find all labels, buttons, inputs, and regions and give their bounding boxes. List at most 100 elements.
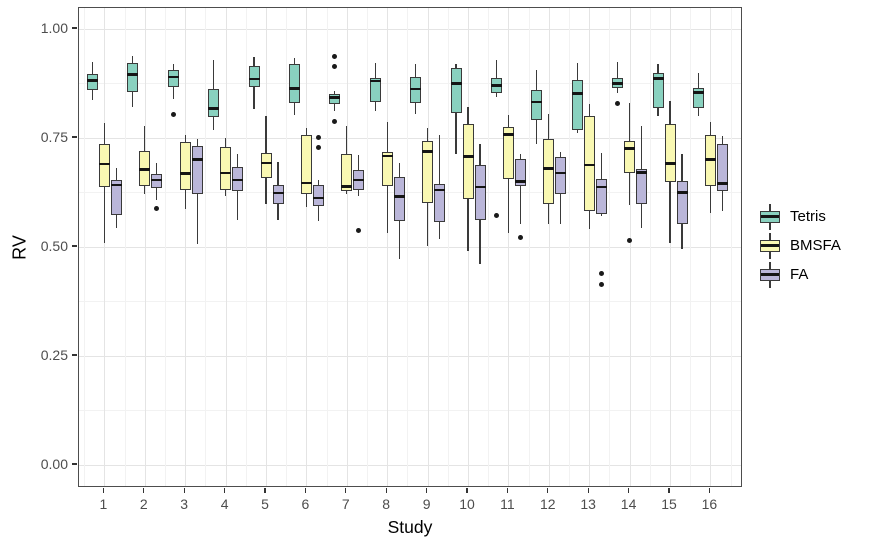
gridline-minor-v	[730, 8, 732, 486]
x-tick-label: 2	[139, 496, 148, 512]
x-tick-mark	[547, 488, 549, 493]
x-axis-title: Study	[387, 517, 433, 537]
whisker-lower-tetris-study-10	[455, 112, 457, 154]
x-tick-mark	[466, 488, 468, 493]
whisker-upper-fa-study-13	[600, 152, 602, 180]
outlier-fa-study-6	[315, 134, 321, 140]
x-tick-mark	[345, 488, 347, 493]
outlier-tetris-study-7	[332, 119, 338, 125]
whisker-lower-bmsfa-study-13	[588, 210, 590, 230]
box-fa-study-13	[595, 179, 607, 214]
box-fa-study-12	[555, 157, 567, 195]
gridline-minor-v	[447, 8, 449, 486]
legend-item-tetris: Tetris	[757, 202, 841, 231]
median-tetris-study-10	[450, 82, 462, 85]
box-fa-study-6	[312, 185, 324, 206]
box-bmsfa-study-4	[220, 147, 232, 191]
gridline-minor-v	[407, 8, 409, 486]
whisker-lower-bmsfa-study-9	[426, 202, 429, 247]
whisker-lower-tetris-study-9	[414, 102, 417, 114]
outlier-fa-study-2	[154, 206, 160, 212]
outlier-fa-study-7	[356, 227, 362, 233]
x-tick-label: 8	[382, 496, 391, 512]
median-bmsfa-study-15	[664, 162, 676, 166]
x-tick-label: 3	[180, 496, 189, 512]
whisker-lower-bmsfa-study-8	[386, 185, 388, 233]
whisker-upper-bmsfa-study-11	[507, 114, 510, 128]
median-fa-study-9	[434, 188, 446, 192]
x-tick-label: 15	[661, 496, 677, 512]
gridline-major-h	[79, 247, 741, 248]
box-fa-study-8	[393, 176, 405, 221]
whisker-lower-tetris-study-3	[172, 86, 174, 100]
whisker-lower-fa-study-15	[681, 224, 683, 250]
gridline-major-v	[306, 8, 308, 486]
whisker-upper-tetris-study-2	[132, 56, 134, 63]
box-bmsfa-study-15	[664, 124, 676, 183]
box-fa-study-10	[474, 165, 486, 221]
box-tetris-study-4	[208, 89, 220, 118]
gridline-minor-v	[205, 8, 207, 486]
box-bmsfa-study-8	[381, 151, 393, 186]
gridline-major-v	[225, 8, 227, 486]
whisker-upper-tetris-study-12	[536, 69, 538, 91]
box-bmsfa-study-5	[260, 152, 272, 178]
box-fa-study-3	[191, 145, 203, 194]
x-tick-mark	[304, 488, 306, 493]
gridline-minor-v	[84, 8, 86, 486]
median-fa-study-14	[636, 171, 648, 174]
box-bmsfa-study-3	[179, 142, 191, 191]
median-tetris-study-1	[86, 79, 98, 82]
gridline-major-v	[629, 8, 631, 486]
median-tetris-study-5	[248, 77, 260, 81]
gridline-minor-v	[488, 8, 490, 486]
x-tick-label: 9	[422, 496, 431, 512]
whisker-upper-bmsfa-study-6	[305, 127, 308, 135]
gridline-major-v	[508, 8, 510, 486]
whisker-upper-bmsfa-study-12	[548, 113, 550, 140]
outlier-fa-study-11	[517, 235, 523, 241]
outlier-bmsfa-study-14	[627, 237, 633, 243]
whisker-upper-bmsfa-study-16	[709, 121, 712, 135]
box-tetris-study-15	[652, 72, 664, 109]
gridline-minor-v	[528, 8, 530, 486]
median-fa-study-16	[716, 182, 728, 186]
gridline-major-v	[346, 8, 348, 486]
y-tick-mark	[72, 136, 77, 138]
whisker-lower-tetris-study-12	[536, 120, 538, 145]
x-tick-label: 10	[459, 496, 475, 512]
outlier-tetris-study-7	[332, 64, 338, 70]
box-tetris-study-3	[167, 70, 179, 87]
whisker-lower-tetris-study-16	[697, 108, 700, 117]
legend-item-bmsfa: BMSFA	[757, 231, 841, 260]
x-tick-mark	[426, 488, 428, 493]
median-tetris-study-16	[692, 90, 704, 94]
outlier-fa-study-13	[598, 271, 604, 277]
whisker-lower-tetris-study-15	[657, 108, 659, 117]
median-bmsfa-study-3	[179, 172, 191, 176]
median-fa-study-5	[272, 191, 284, 195]
box-bmsfa-study-11	[502, 127, 514, 180]
median-tetris-study-6	[288, 86, 300, 90]
whisker-upper-tetris-study-3	[172, 64, 174, 71]
gridline-major-v	[589, 8, 591, 486]
whisker-lower-fa-study-5	[277, 204, 279, 221]
gridline-minor-v	[326, 8, 328, 486]
gridline-minor-v	[609, 8, 611, 486]
whisker-upper-tetris-study-4	[212, 60, 215, 90]
median-bmsfa-study-10	[462, 155, 474, 158]
y-tick-label: 0.75	[40, 129, 68, 145]
median-fa-study-12	[555, 171, 567, 175]
gridline-minor-v	[165, 8, 166, 486]
whisker-lower-fa-study-13	[600, 213, 602, 217]
median-fa-study-6	[312, 196, 324, 200]
legend-key-bmsfa	[757, 231, 783, 260]
box-bmsfa-study-9	[422, 141, 434, 203]
median-bmsfa-study-7	[341, 185, 353, 188]
whisker-lower-bmsfa-study-5	[265, 177, 267, 205]
whisker-upper-bmsfa-study-7	[346, 126, 348, 155]
whisker-upper-tetris-study-14	[616, 61, 619, 78]
gridline-minor-v	[286, 8, 288, 486]
outlier-fa-study-13	[598, 282, 604, 288]
gridline-minor-v	[690, 8, 692, 486]
